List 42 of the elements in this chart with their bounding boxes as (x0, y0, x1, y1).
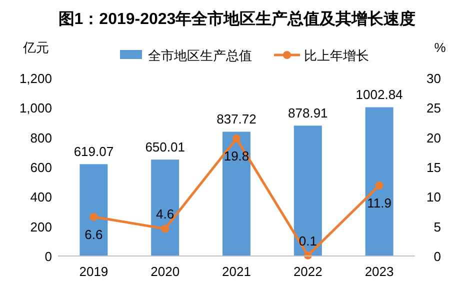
bar (365, 107, 394, 256)
x-tick-label: 2020 (150, 264, 180, 279)
y2-tick-label: 25 (426, 100, 441, 116)
y-tick-label: 1,000 (19, 100, 52, 116)
x-tick-label: 2019 (79, 264, 108, 279)
y-tick-label: 400 (30, 190, 52, 205)
data-label: 878.91 (288, 106, 328, 121)
bar (222, 132, 250, 256)
bar (151, 160, 180, 256)
data-label: 0.1 (298, 233, 317, 248)
y2-tick-label: 15 (426, 160, 441, 175)
y-tick-label: 600 (30, 160, 52, 175)
y2-tick-label: 20 (426, 130, 441, 146)
data-label: 11.9 (367, 195, 392, 210)
legend-label: 比上年增长 (304, 48, 369, 63)
point (161, 224, 170, 233)
y-tick-label: 0 (44, 249, 52, 264)
bar (294, 126, 322, 256)
data-label: 4.6 (156, 206, 174, 222)
point (232, 134, 240, 143)
data-label: 6.6 (84, 226, 103, 242)
y-tick-label: 200 (30, 219, 52, 234)
bar (80, 164, 108, 256)
y-axis-title: 亿元 (22, 40, 49, 55)
y2-tick-label: 10 (426, 190, 441, 205)
data-label: 837.72 (216, 112, 256, 127)
data-label: 619.07 (74, 144, 114, 160)
y-tick-label: 800 (30, 130, 52, 146)
x-tick-label: 2021 (222, 264, 251, 279)
legend-label: 全市地区生产总值 (148, 48, 252, 63)
data-label: 650.01 (145, 140, 185, 155)
y-tick-label: 1,200 (19, 71, 52, 86)
y2-tick-label: 30 (426, 71, 441, 86)
x-tick-label: 2022 (293, 264, 322, 279)
data-label: 1002.84 (356, 87, 403, 102)
x-tick-label: 2023 (364, 264, 394, 279)
y2-tick-label: 5 (434, 219, 441, 234)
y2-axis-title: % (434, 40, 446, 55)
chart-title: 图1：2019-2023年全市地区生产总值及其增长速度 (58, 9, 416, 28)
point (90, 212, 98, 221)
point (375, 181, 384, 190)
y2-tick-label: 0 (434, 249, 441, 264)
